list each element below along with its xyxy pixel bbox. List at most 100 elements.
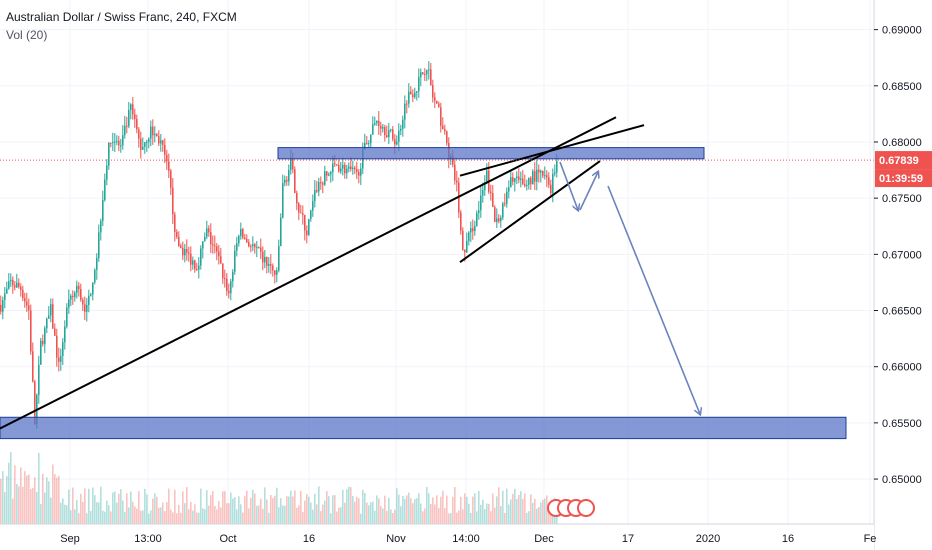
volume-bar bbox=[232, 498, 234, 524]
candlesticks bbox=[0, 61, 558, 429]
volume-bar bbox=[548, 505, 550, 524]
volume-bar bbox=[472, 496, 474, 524]
volume-bar bbox=[516, 499, 518, 524]
candle-body bbox=[516, 176, 518, 179]
candle-body bbox=[366, 143, 368, 145]
candle-body bbox=[264, 256, 266, 263]
candle-body bbox=[436, 100, 438, 104]
candle-body bbox=[34, 381, 36, 425]
candle-body bbox=[268, 264, 270, 266]
volume-bar bbox=[388, 497, 390, 524]
volume-bar bbox=[58, 475, 60, 524]
candle-body bbox=[104, 179, 106, 201]
candle-body bbox=[106, 165, 108, 180]
event-markers[interactable] bbox=[547, 499, 595, 517]
time-axis[interactable]: Sep 13:00 Oct 16 Nov 14:00 Dec 17 2020 16 Fe bbox=[0, 523, 876, 550]
volume-bar bbox=[358, 498, 360, 524]
arrow-target[interactable] bbox=[607, 185, 700, 414]
price-axis[interactable]: 0.69000 0.68500 0.68000 0.67500 0.67000 0.665… bbox=[873, 0, 932, 550]
volume-bar bbox=[286, 496, 288, 524]
candle-body bbox=[540, 170, 542, 173]
volume-bar bbox=[136, 508, 138, 524]
event-marker-icon[interactable] bbox=[577, 499, 595, 517]
price-tick-label: 0.69000 bbox=[882, 25, 922, 37]
trendline-wedge-upper[interactable] bbox=[459, 124, 645, 177]
candle-body bbox=[258, 246, 260, 248]
volume-label[interactable]: Vol (20) bbox=[6, 28, 48, 42]
support-zone[interactable] bbox=[0, 416, 847, 440]
candle-body bbox=[290, 159, 292, 171]
candle-body bbox=[66, 307, 68, 327]
volume-bar bbox=[294, 490, 296, 524]
candle-body bbox=[552, 173, 554, 194]
volume-bar bbox=[8, 462, 10, 524]
drawn-trendlines[interactable] bbox=[0, 116, 645, 430]
candle-body bbox=[252, 244, 254, 247]
volume-bar bbox=[392, 513, 394, 524]
candle-body bbox=[456, 180, 458, 183]
candle-body bbox=[514, 178, 516, 182]
volume-bar bbox=[526, 513, 528, 524]
candle-body bbox=[434, 97, 436, 101]
candle-body bbox=[338, 164, 340, 172]
candle-body bbox=[196, 269, 198, 271]
candle-body bbox=[42, 340, 44, 345]
volume-bar bbox=[98, 502, 100, 524]
volume-bar bbox=[16, 483, 18, 524]
arrow-drop-1[interactable] bbox=[559, 161, 578, 210]
volume-bar bbox=[364, 492, 366, 524]
candle-body bbox=[134, 114, 136, 119]
volume-bar bbox=[510, 499, 512, 524]
candle-body bbox=[10, 279, 12, 282]
candle-body bbox=[352, 167, 354, 170]
candle-body bbox=[440, 107, 442, 126]
volume-bar bbox=[80, 493, 82, 524]
candle-body bbox=[486, 170, 488, 183]
projection-arrows[interactable] bbox=[559, 161, 700, 414]
candle-body bbox=[256, 246, 258, 248]
candle-body bbox=[74, 292, 76, 298]
candle-body bbox=[164, 144, 166, 155]
volume-bar bbox=[494, 507, 496, 524]
symbol-title[interactable]: Australian Dollar / Swiss Franc, 240, FX… bbox=[6, 10, 237, 24]
volume-bar bbox=[424, 508, 426, 524]
candle-body bbox=[202, 241, 204, 249]
candle-body bbox=[176, 231, 178, 237]
candle-body bbox=[54, 328, 56, 336]
candle-body bbox=[280, 217, 282, 246]
candle-body bbox=[58, 357, 60, 362]
candle-body bbox=[296, 192, 298, 204]
volume-bar bbox=[114, 491, 116, 524]
candle-body bbox=[316, 190, 318, 192]
candle-body bbox=[70, 295, 72, 300]
volume-bar bbox=[200, 488, 202, 524]
candle-body bbox=[508, 187, 510, 192]
resistance-zone[interactable] bbox=[277, 147, 705, 160]
candle-body bbox=[358, 172, 360, 176]
candle-body bbox=[206, 228, 208, 237]
volume-bar bbox=[456, 512, 458, 524]
trendline-long[interactable] bbox=[0, 116, 617, 430]
candle-body bbox=[220, 256, 222, 264]
volume-bar bbox=[90, 510, 92, 524]
candle-body bbox=[548, 177, 550, 185]
candle-body bbox=[174, 214, 176, 232]
candle-body bbox=[32, 351, 34, 382]
volume-bar bbox=[330, 513, 332, 524]
candle-body bbox=[116, 140, 118, 142]
candle-body bbox=[94, 269, 96, 283]
candle-body bbox=[466, 240, 468, 253]
candle-body bbox=[92, 282, 94, 295]
volume-bar bbox=[496, 496, 498, 524]
drawn-zones[interactable] bbox=[0, 147, 847, 440]
volume-bar bbox=[454, 487, 456, 524]
volume-bar bbox=[314, 493, 316, 524]
volume-bar bbox=[164, 511, 166, 524]
trendline-wedge-lower[interactable] bbox=[459, 160, 601, 264]
candle-body bbox=[420, 72, 422, 78]
arrow-retest[interactable] bbox=[579, 172, 598, 211]
volume-bar bbox=[22, 486, 24, 524]
volume-bar bbox=[24, 471, 26, 524]
volume-bar bbox=[470, 512, 472, 524]
